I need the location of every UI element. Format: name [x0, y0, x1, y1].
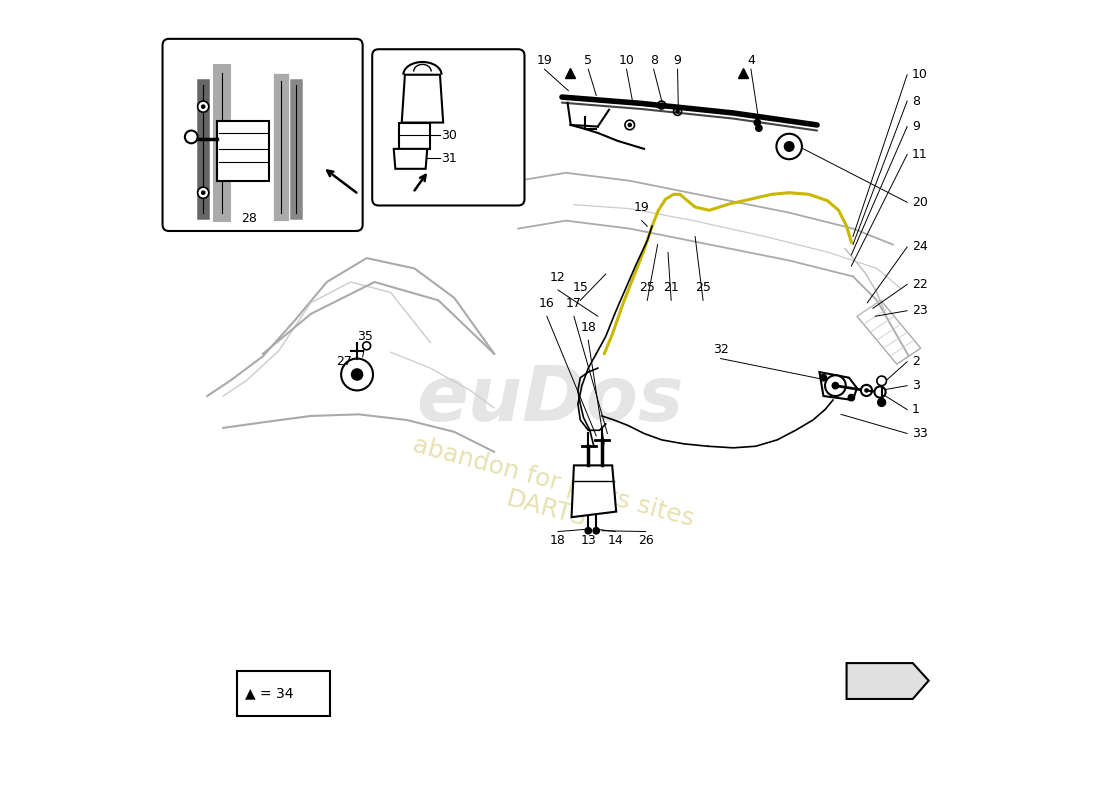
- Text: 15: 15: [572, 281, 588, 294]
- Text: 35: 35: [358, 330, 373, 342]
- Circle shape: [833, 382, 838, 389]
- Text: 9: 9: [673, 54, 682, 66]
- FancyBboxPatch shape: [372, 50, 525, 206]
- Text: 23: 23: [912, 304, 927, 318]
- Circle shape: [341, 358, 373, 390]
- Text: 22: 22: [912, 278, 927, 291]
- Text: 28: 28: [241, 212, 256, 225]
- Text: 14: 14: [607, 534, 624, 547]
- Text: 10: 10: [912, 68, 927, 82]
- Circle shape: [865, 389, 868, 392]
- Circle shape: [878, 398, 886, 406]
- Circle shape: [756, 125, 762, 131]
- Circle shape: [201, 105, 205, 108]
- Circle shape: [877, 376, 887, 386]
- Polygon shape: [847, 663, 928, 699]
- Text: 19: 19: [537, 54, 552, 66]
- Text: 24: 24: [912, 241, 927, 254]
- Text: 19: 19: [634, 202, 650, 214]
- Text: 16: 16: [539, 297, 554, 310]
- Circle shape: [784, 142, 794, 151]
- Polygon shape: [820, 372, 857, 400]
- Circle shape: [628, 123, 631, 126]
- Polygon shape: [217, 121, 270, 181]
- Circle shape: [593, 527, 600, 534]
- Text: 8: 8: [912, 94, 920, 107]
- Text: 9: 9: [912, 120, 920, 133]
- Text: 11: 11: [912, 148, 927, 161]
- Text: 1: 1: [912, 403, 920, 416]
- Text: 18: 18: [581, 321, 596, 334]
- Circle shape: [198, 187, 209, 198]
- Text: 8: 8: [650, 54, 658, 66]
- Text: 25: 25: [639, 281, 656, 294]
- Circle shape: [363, 342, 371, 350]
- Text: abandon for parts sites
DARTS: abandon for parts sites DARTS: [403, 433, 697, 558]
- Text: 20: 20: [912, 196, 927, 209]
- Text: 21: 21: [663, 281, 679, 294]
- Circle shape: [185, 130, 198, 143]
- Polygon shape: [394, 149, 427, 169]
- Circle shape: [676, 110, 679, 113]
- Circle shape: [848, 394, 855, 401]
- Text: 5: 5: [584, 54, 592, 66]
- Circle shape: [821, 374, 826, 381]
- Polygon shape: [398, 122, 430, 149]
- Circle shape: [660, 103, 663, 106]
- Circle shape: [825, 375, 846, 396]
- Circle shape: [198, 101, 209, 112]
- Text: euDos: euDos: [416, 363, 684, 437]
- Circle shape: [352, 369, 363, 380]
- Circle shape: [201, 191, 205, 194]
- Text: 17: 17: [566, 297, 582, 310]
- Polygon shape: [572, 466, 616, 517]
- Text: 31: 31: [441, 152, 458, 165]
- Text: 3: 3: [912, 379, 920, 392]
- Text: 18: 18: [550, 534, 565, 547]
- Circle shape: [861, 385, 872, 396]
- Text: 2: 2: [912, 355, 920, 368]
- Circle shape: [585, 527, 592, 534]
- Circle shape: [755, 119, 760, 126]
- Text: 33: 33: [912, 427, 927, 440]
- Text: 12: 12: [550, 270, 565, 284]
- Text: ▲ = 34: ▲ = 34: [245, 686, 294, 700]
- Text: 27: 27: [337, 355, 352, 368]
- Text: 25: 25: [695, 281, 711, 294]
- Text: 30: 30: [441, 129, 458, 142]
- FancyBboxPatch shape: [163, 39, 363, 231]
- Circle shape: [777, 134, 802, 159]
- Text: 26: 26: [638, 534, 653, 547]
- Text: 4: 4: [747, 54, 755, 66]
- Text: 13: 13: [581, 534, 596, 547]
- FancyBboxPatch shape: [238, 671, 330, 716]
- Polygon shape: [402, 74, 443, 122]
- Text: 10: 10: [618, 54, 635, 66]
- Text: 32: 32: [713, 343, 728, 356]
- Circle shape: [874, 386, 886, 398]
